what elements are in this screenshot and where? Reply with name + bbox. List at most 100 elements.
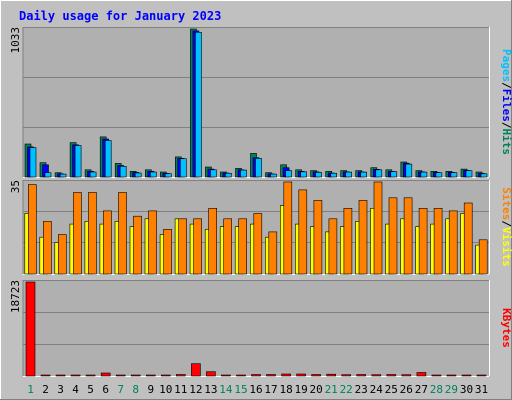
x-label-21: 21 xyxy=(325,383,338,396)
x-label-10: 10 xyxy=(159,383,172,396)
bar-pages-11 xyxy=(180,158,187,178)
bar-pages-18 xyxy=(285,170,292,178)
bar-pages-6 xyxy=(104,140,112,178)
bar-sites-6 xyxy=(103,210,112,275)
bar-pages-17 xyxy=(270,173,277,178)
x-label-3: 3 xyxy=(57,383,64,396)
bar-kbytes-2 xyxy=(40,374,51,377)
x-label-30: 30 xyxy=(460,383,473,396)
bar-kbytes-31 xyxy=(476,374,487,377)
bar-pages-7 xyxy=(119,166,127,178)
bar-kbytes-20 xyxy=(311,374,321,377)
bar-kbytes-27 xyxy=(416,372,427,377)
x-label-12: 12 xyxy=(189,383,202,396)
bar-pages-16 xyxy=(255,158,262,178)
bar-sites-10 xyxy=(163,229,172,275)
bar-pages-25 xyxy=(390,171,398,178)
bar-sites-22 xyxy=(343,208,353,275)
bar-kbytes-1 xyxy=(25,281,36,377)
x-label-16: 16 xyxy=(249,383,262,396)
bar-kbytes-18 xyxy=(281,373,291,377)
x-label-29: 29 xyxy=(445,383,458,396)
x-label-7: 7 xyxy=(117,383,124,396)
chart-panels: 1033Pages/Files/Hits35Sites/Visits18723K… xyxy=(9,27,512,377)
legend-entry-sites: Sites xyxy=(500,187,512,220)
bar-sites-23 xyxy=(358,200,368,275)
bar-kbytes-26 xyxy=(401,374,412,377)
bar-pages-2 xyxy=(44,172,52,178)
bar-kbytes-22 xyxy=(341,374,352,377)
bar-sites-7 xyxy=(118,192,127,275)
bar-sites-21 xyxy=(328,218,338,275)
bar-pages-13 xyxy=(210,169,217,178)
bar-pages-5 xyxy=(89,171,97,178)
bar-kbytes-24 xyxy=(371,374,382,377)
bar-pages-20 xyxy=(315,172,322,178)
bar-kbytes-17 xyxy=(266,374,276,377)
bar-pages-21 xyxy=(330,173,338,178)
legend-middle: Sites/Visits xyxy=(500,187,512,267)
legend-separator: / xyxy=(500,82,512,89)
bar-sites-25 xyxy=(388,197,398,275)
legend-bottom: KBytes xyxy=(500,308,512,348)
x-label-19: 19 xyxy=(294,383,307,396)
bar-kbytes-11 xyxy=(176,374,186,377)
bar-pages-19 xyxy=(300,171,307,178)
bar-sites-29 xyxy=(448,210,458,275)
bar-pages-23 xyxy=(360,171,368,178)
bar-sites-18 xyxy=(283,181,293,275)
bar-pages-8 xyxy=(134,172,142,178)
bar-pages-29 xyxy=(450,172,458,178)
x-label-25: 25 xyxy=(385,383,398,396)
bar-sites-2 xyxy=(42,221,52,275)
y-max-label-middle: 35 xyxy=(9,180,22,193)
bar-pages-30 xyxy=(465,170,473,178)
bar-pages-15 xyxy=(240,169,247,178)
bar-pages-24 xyxy=(375,169,383,178)
bar-sites-15 xyxy=(238,218,247,275)
bar-sites-1 xyxy=(27,184,37,275)
bar-sites-4 xyxy=(73,192,82,275)
x-label-20: 20 xyxy=(309,383,322,396)
x-label-28: 28 xyxy=(430,383,443,396)
bar-pages-10 xyxy=(165,173,172,178)
x-label-17: 17 xyxy=(264,383,277,396)
bar-pages-22 xyxy=(345,171,353,178)
bar-pages-1 xyxy=(29,147,37,178)
bar-sites-5 xyxy=(88,192,97,275)
x-label-23: 23 xyxy=(355,383,368,396)
x-label-22: 22 xyxy=(340,383,353,396)
bar-kbytes-28 xyxy=(431,374,442,377)
panel-bottom: 18723 KBytes xyxy=(9,280,512,377)
bar-kbytes-25 xyxy=(386,374,397,377)
bar-sites-13 xyxy=(208,208,217,275)
plot-area-bottom xyxy=(23,280,489,376)
x-label-15: 15 xyxy=(234,383,247,396)
x-label-2: 2 xyxy=(42,383,49,396)
bar-kbytes-16 xyxy=(251,374,261,377)
legend-separator: / xyxy=(500,220,512,227)
bar-sites-17 xyxy=(268,231,278,275)
bar-sites-9 xyxy=(148,210,157,275)
bar-kbytes-10 xyxy=(161,374,171,377)
bar-sites-20 xyxy=(313,200,323,275)
bar-sites-28 xyxy=(433,208,443,275)
x-label-11: 11 xyxy=(174,383,187,396)
bar-sites-19 xyxy=(298,189,308,275)
x-label-1: 1 xyxy=(27,383,34,396)
bar-pages-9 xyxy=(150,171,157,178)
bar-kbytes-9 xyxy=(146,374,156,377)
bar-kbytes-12 xyxy=(191,363,201,377)
bar-sites-12 xyxy=(193,218,202,275)
legend-entry-hits: Hits xyxy=(500,129,512,156)
bar-kbytes-15 xyxy=(236,374,246,377)
bar-sites-26 xyxy=(403,197,413,275)
bar-sites-27 xyxy=(418,208,428,275)
bar-sites-24 xyxy=(373,181,383,275)
bar-kbytes-19 xyxy=(296,373,306,377)
bar-kbytes-14 xyxy=(221,374,231,377)
legend-top: Pages/Files/Hits xyxy=(500,49,512,155)
bar-sites-30 xyxy=(463,202,473,275)
bar-kbytes-23 xyxy=(356,374,367,377)
